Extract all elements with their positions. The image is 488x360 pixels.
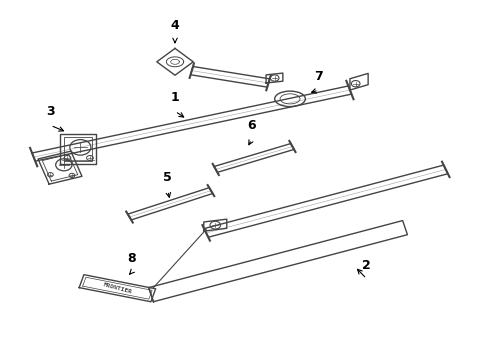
- Text: FRONTIER: FRONTIER: [102, 282, 132, 294]
- Text: 3: 3: [46, 105, 55, 118]
- Text: 8: 8: [127, 252, 136, 265]
- Text: 7: 7: [314, 70, 323, 83]
- Text: 6: 6: [247, 120, 256, 132]
- Text: 4: 4: [170, 19, 179, 32]
- Text: 1: 1: [170, 91, 179, 104]
- Text: 5: 5: [163, 171, 172, 184]
- Text: 2: 2: [362, 259, 370, 272]
